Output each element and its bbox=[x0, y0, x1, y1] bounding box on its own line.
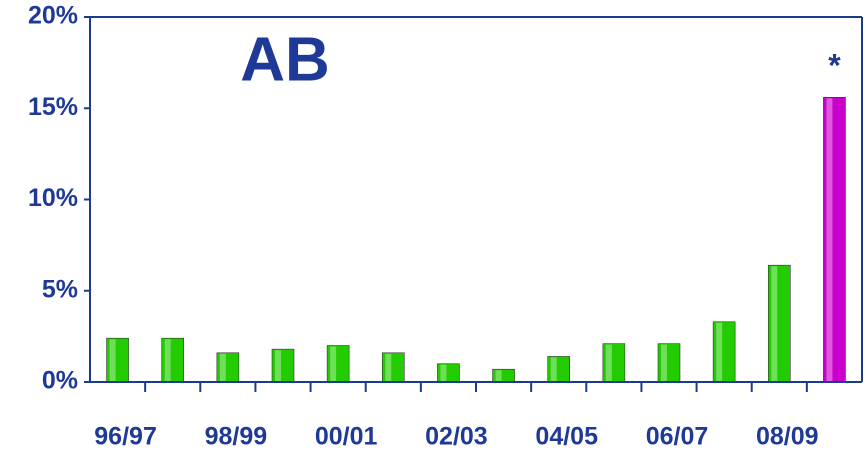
x-tick-label: 06/07 bbox=[646, 423, 709, 451]
annotation: * bbox=[828, 47, 841, 83]
chart-title: AB bbox=[240, 25, 330, 94]
bar-shine bbox=[661, 344, 667, 381]
bar-shine bbox=[716, 322, 723, 381]
bar-shine bbox=[550, 357, 557, 381]
y-tick-label: 10% bbox=[28, 184, 78, 212]
bar-shine bbox=[330, 346, 337, 381]
x-tick-label: 04/05 bbox=[535, 423, 598, 451]
x-tick-label: 98/99 bbox=[205, 423, 268, 451]
x-tick-label: 02/03 bbox=[425, 423, 488, 451]
bar-shine bbox=[440, 364, 447, 381]
y-tick-label: 5% bbox=[42, 275, 78, 303]
bar-shine bbox=[605, 344, 612, 381]
y-tick-label: 0% bbox=[42, 367, 78, 395]
bar-shine bbox=[385, 353, 392, 381]
bar-shine bbox=[826, 98, 833, 382]
x-tick-label: 08/09 bbox=[756, 423, 819, 451]
bar-shine bbox=[109, 339, 116, 381]
bar-shine bbox=[275, 350, 281, 381]
bar-shine bbox=[495, 370, 502, 381]
y-tick-label: 20% bbox=[28, 2, 78, 30]
bar-shine bbox=[219, 353, 226, 381]
x-tick-label: 00/01 bbox=[315, 423, 378, 451]
x-tick-label: 96/97 bbox=[94, 423, 157, 451]
y-tick-label: 15% bbox=[28, 93, 78, 121]
bar-shine bbox=[771, 266, 778, 381]
bar-shine bbox=[164, 339, 171, 381]
